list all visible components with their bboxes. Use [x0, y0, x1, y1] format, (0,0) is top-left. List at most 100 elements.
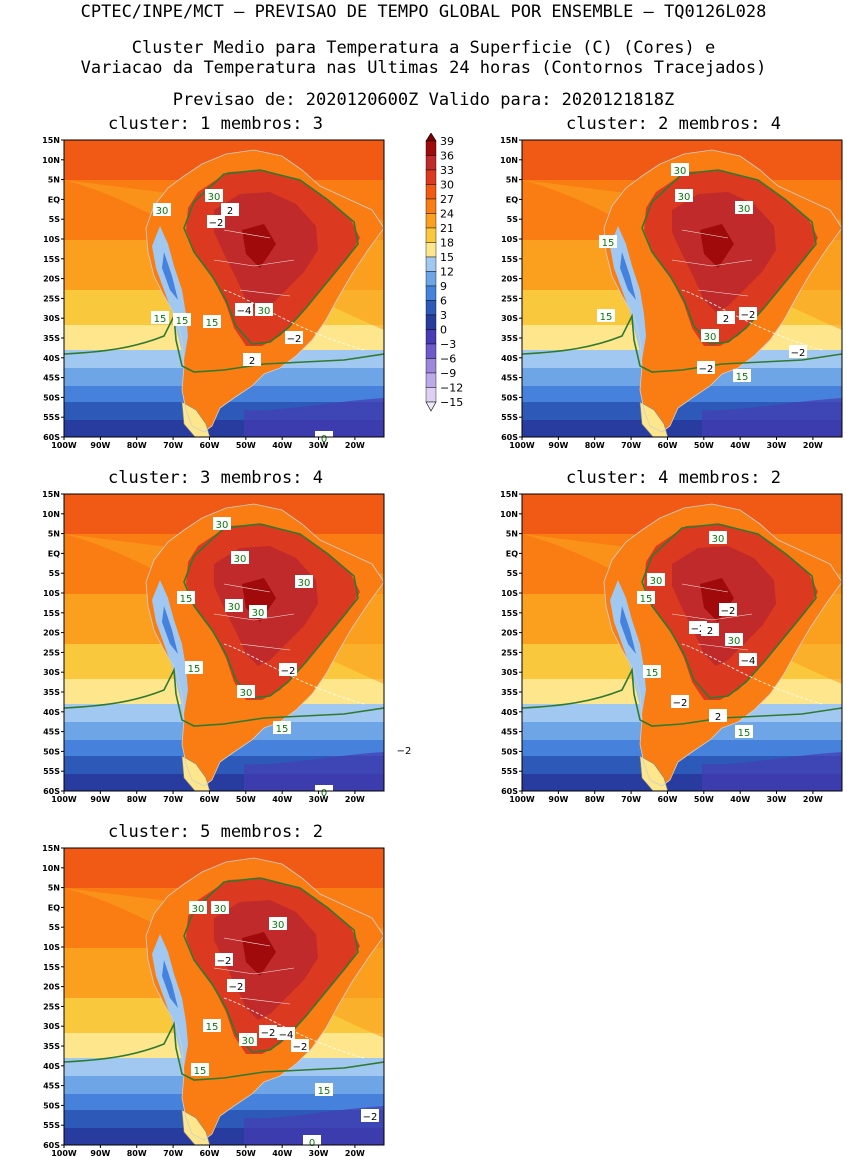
colorbar-swatch [425, 285, 437, 301]
lon-tick-label: 90W [90, 795, 110, 804]
panel-title-1: cluster: 1 membros: 3 [108, 114, 323, 134]
lon-tick-label: 40W [272, 1149, 292, 1157]
colorbar-swatch [425, 140, 437, 156]
colorbar-label: 15 [440, 251, 454, 264]
lat-tick-label: 25S [43, 1002, 60, 1011]
colorbar-label: −3 [440, 338, 456, 351]
contour-label: 15 [273, 721, 291, 735]
svg-text:15: 15 [600, 312, 613, 323]
lat-tick-label: 55S [43, 1121, 60, 1130]
diff-contour-label: −4 [739, 653, 757, 667]
lon-tick-label: 90W [90, 1149, 110, 1157]
lat-tick-label: 35S [501, 688, 518, 697]
lon-tick-label: 90W [548, 795, 568, 804]
map-panel-4: 3030153015150−2−22−4−2215N10N5NEQ5S10S15… [484, 488, 844, 808]
contour-label: 30 [211, 901, 229, 915]
lat-tick-label: 15N [42, 136, 60, 145]
lat-tick-label: 15S [43, 609, 60, 618]
lat-tick-label: 35S [43, 334, 60, 343]
contour-label: 30 [269, 917, 287, 931]
colorbar-swatch [425, 256, 437, 272]
lat-tick-label: 15S [501, 609, 518, 618]
svg-text:−2: −2 [261, 1028, 276, 1039]
lat-tick-label: 30S [43, 314, 60, 323]
svg-text:30: 30 [272, 920, 285, 931]
lon-tick-label: 30W [309, 441, 329, 450]
colorbar-label: 39 [440, 135, 454, 148]
lat-tick-label: 10N [42, 510, 60, 519]
contour-label: 30 [255, 303, 273, 317]
svg-text:30: 30 [650, 576, 663, 587]
lon-tick-label: 60W [657, 441, 677, 450]
svg-text:−2: −2 [741, 310, 756, 321]
svg-text:15: 15 [194, 1066, 207, 1077]
lon-tick-label: 60W [199, 1149, 219, 1157]
lat-tick-label: 15N [500, 136, 518, 145]
lat-tick-label: 45S [501, 374, 518, 383]
colorbar-swatch [425, 314, 437, 330]
lat-tick-label: 60S [43, 787, 60, 796]
contour-label: 30 [231, 551, 249, 565]
lat-tick-label: 25S [501, 648, 518, 657]
colorbar-swatch [425, 242, 437, 258]
colorbar-label: 36 [440, 150, 454, 163]
svg-text:−2: −2 [287, 334, 302, 345]
panel-title-4: cluster: 4 membros: 2 [566, 468, 781, 488]
lat-tick-label: 50S [501, 393, 518, 402]
lon-tick-label: 30W [309, 1149, 329, 1157]
lon-tick-label: 20W [345, 1149, 365, 1157]
svg-text:−4: −4 [741, 656, 756, 667]
map-frame [63, 847, 385, 1146]
map-panel-1: 30 30 15 15 30 15 0 2 −2 −4 −2 2 15N 10N 5N EQ 5S 10S 15S 2… [26, 134, 386, 454]
map-svg-2: 30 30 30 15 15 30 15 2 −2 −2 −2 15N 10N 5N EQ 5S 10S 15S 2… [500, 136, 843, 450]
lat-tick-label: 5N [48, 884, 60, 893]
map-frame [521, 139, 843, 438]
lat-tick-label: 15N [42, 490, 60, 499]
svg-text:30: 30 [242, 1036, 255, 1047]
lat-tick-label: 60S [501, 787, 518, 796]
contour-label: 30 [709, 531, 727, 545]
lon-tick-label: 40W [272, 441, 292, 450]
contour-label: 15 [191, 1063, 209, 1077]
diff-contour-label: −2 [215, 953, 233, 967]
lat-tick-label: 55S [501, 767, 518, 776]
map-svg-4: 3030153015150−2−22−4−2215N10N5NEQ5S10S15… [500, 490, 843, 804]
colorbar-label: 12 [440, 266, 454, 279]
lat-tick-label: 30S [501, 314, 518, 323]
lat-tick-label: EQ [506, 549, 518, 558]
lon-tick-label: 40W [272, 795, 292, 804]
svg-text:30: 30 [704, 332, 717, 343]
lat-tick-label: EQ [48, 195, 60, 204]
map-frame [63, 139, 385, 438]
lon-tick-label: 70W [621, 441, 641, 450]
lon-tick-label: 80W [127, 795, 147, 804]
lon-tick-label: 30W [767, 441, 787, 450]
map-panel-2: 30 30 30 15 15 30 15 2 −2 −2 −2 15N 10N 5N EQ 5S 10S 15S 2… [484, 134, 844, 454]
colorbar: 39 36 33 30 27 24 21 18 15 12 9 6 3 0 −3 −6 −9 −12 −15 [424, 132, 474, 447]
contour-label: 15 [637, 591, 655, 605]
svg-text:2: 2 [249, 356, 255, 367]
lat-tick-label: 45S [501, 728, 518, 737]
svg-text:2: 2 [715, 712, 721, 723]
contour-label: 15 [203, 315, 221, 329]
svg-text:−4: −4 [237, 306, 252, 317]
lat-tick-label: 45S [43, 728, 60, 737]
lon-tick-label: 20W [345, 795, 365, 804]
diff-contour-label: −4 [277, 1027, 295, 1041]
contour-label: 15 [599, 235, 617, 249]
svg-text:15: 15 [154, 314, 167, 325]
lat-tick-label: 20S [43, 629, 60, 638]
lat-tick-label: 5S [507, 215, 519, 224]
lon-tick-label: 60W [199, 441, 219, 450]
header-line-3: Variacao da Temperatura nas Ultimas 24 h… [80, 58, 767, 78]
diff-contour-label: −2 [291, 1039, 309, 1053]
colorbar-swatch [425, 213, 437, 229]
header-line-2: Cluster Medio para Temperatura a Superfi… [131, 38, 716, 58]
contour-label: 15 [203, 1019, 221, 1033]
contour-label: 30 [237, 685, 255, 699]
svg-text:−2: −2 [791, 348, 806, 359]
colorbar-label: 30 [440, 179, 454, 192]
